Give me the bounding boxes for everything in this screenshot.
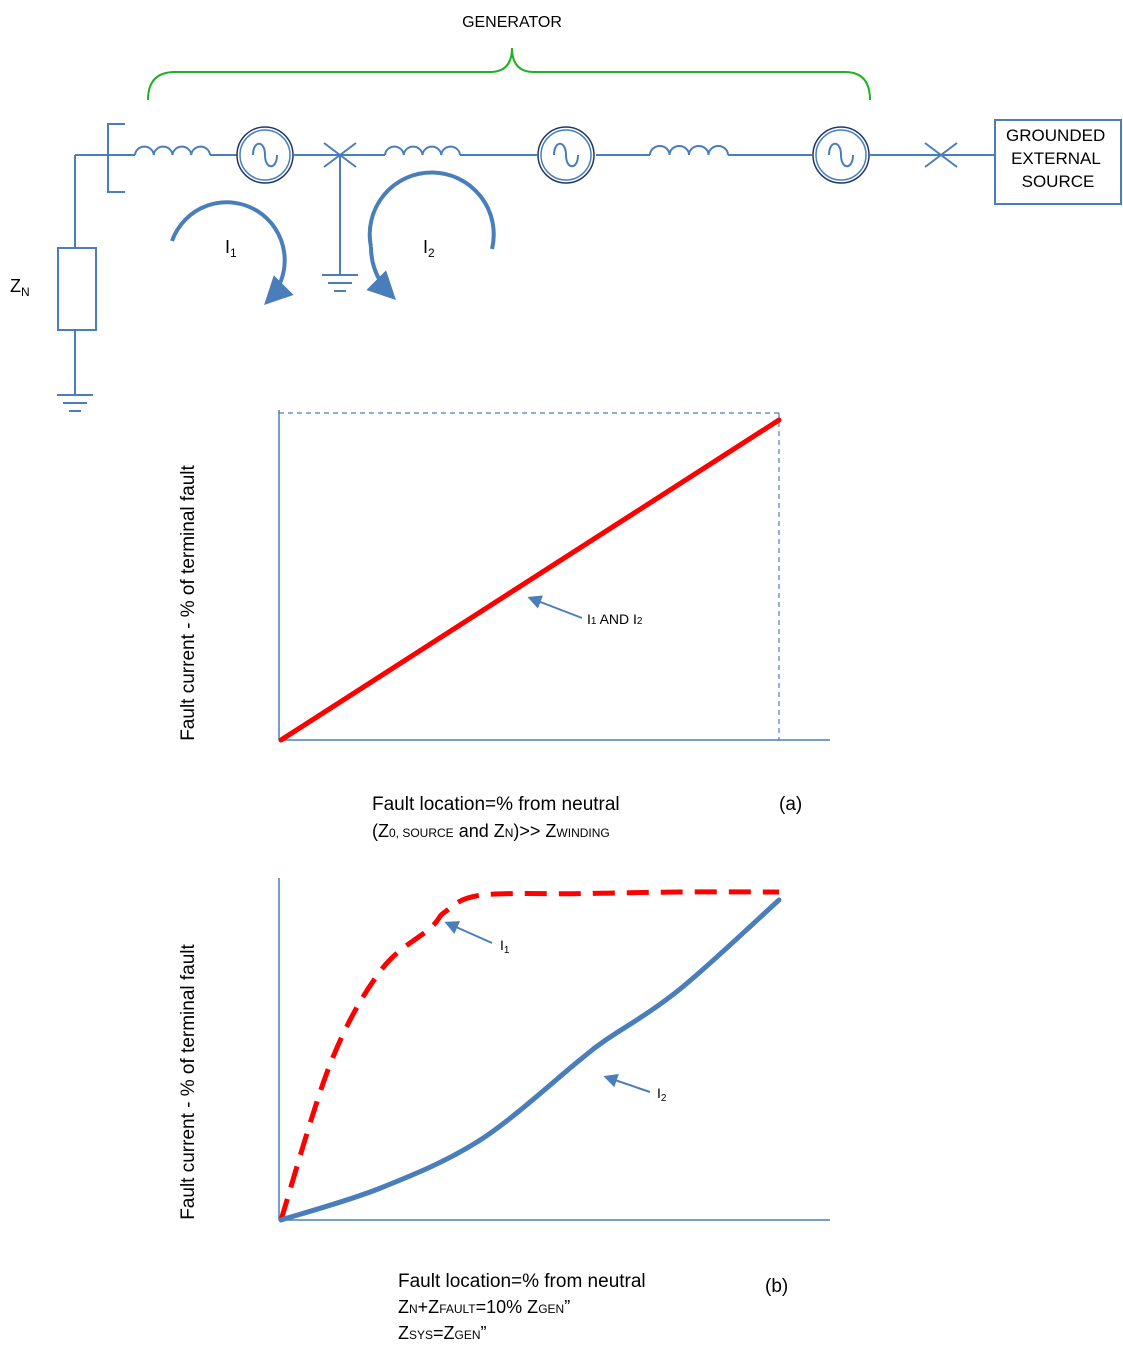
external-source-box [994,119,1122,205]
chart-a-x-label: Fault location=% from neutral [372,794,620,815]
chart-b-condition-2: ZSYS=ZGEN” [398,1323,487,1343]
chart-b-i2-arrow-icon [603,1073,651,1093]
chart-b-condition-1: ZN+ZFAULT=10% ZGEN” [398,1297,570,1317]
chart-a-annotation-arrow-icon [527,595,583,619]
inductor-2-icon [384,145,461,156]
ac-source-2-icon [537,126,595,184]
i2-loop-arrow-icon [367,170,496,250]
chart-b-series-i1 [278,889,780,1221]
chart-a-condition: (Z0, SOURCE and ZN)>> ZWINDING [372,821,610,841]
fault-ground-icon [322,274,358,292]
generator-bracket [147,47,871,101]
chart-a-annotation: I1 AND I2 [587,611,643,627]
fault-point-2-icon [924,142,958,168]
chart-a-y-label: Fault current - % of terminal fault [178,464,199,740]
chart-b-series-i2 [278,897,782,1223]
inductor-3-icon [649,145,729,156]
i1-label: I1 [225,237,237,260]
ac-source-3-icon [812,126,870,184]
zn-label: ZN [10,276,30,299]
chart-a-tag: (a) [779,794,802,815]
chart-b-x-label: Fault location=% from neutral [398,1271,646,1292]
chart-b-i1-arrow-icon [444,921,493,944]
inductor-1-icon [134,145,211,156]
chart-a-series-i1-i2 [278,417,782,743]
chart-b-tag: (b) [765,1276,788,1297]
chart-b-i2-label: I2 [657,1085,667,1104]
neutral-ground-icon [57,394,93,412]
generator-label: GENERATOR [462,14,562,31]
chart-b-y-label: Fault current - % of terminal fault [178,943,199,1219]
i2-label: I2 [423,237,435,260]
chart-b: Fault current - % of terminal fault Faul… [178,878,830,1343]
ac-source-1-icon [236,126,294,184]
zn-impedance [57,247,97,331]
winding-bracket [107,123,125,193]
i2-loop-arrow-tail-icon [366,246,396,300]
i1-loop-arrow-icon [170,200,294,305]
external-source-label: GROUNDED EXTERNAL SOURCE [1006,126,1110,191]
chart-a: Fault current - % of terminal fault Faul… [178,410,830,841]
chart-b-i1-label: I1 [500,937,510,956]
circuit-diagram: GENERATOR ZN [10,14,1122,412]
